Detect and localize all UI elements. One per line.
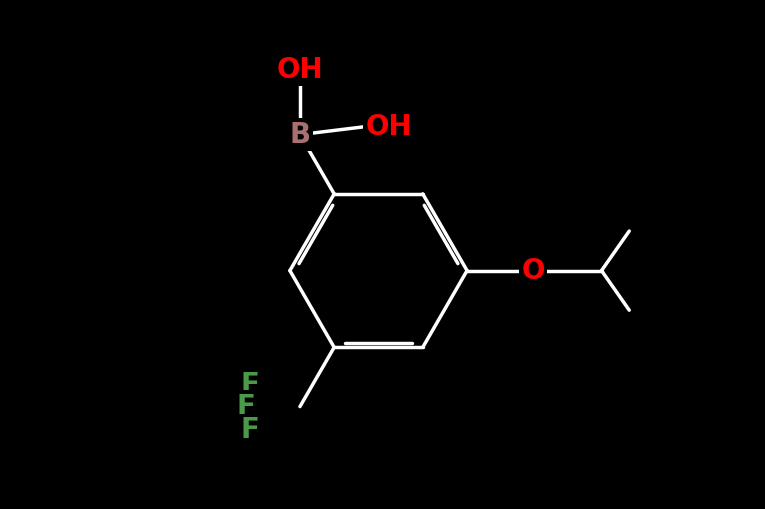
Text: F: F (241, 371, 259, 399)
Text: O: O (521, 257, 545, 285)
Text: F: F (236, 392, 256, 420)
Text: F: F (241, 416, 259, 444)
Text: OH: OH (277, 56, 324, 84)
Text: OH: OH (365, 112, 412, 140)
Text: B: B (289, 121, 311, 149)
